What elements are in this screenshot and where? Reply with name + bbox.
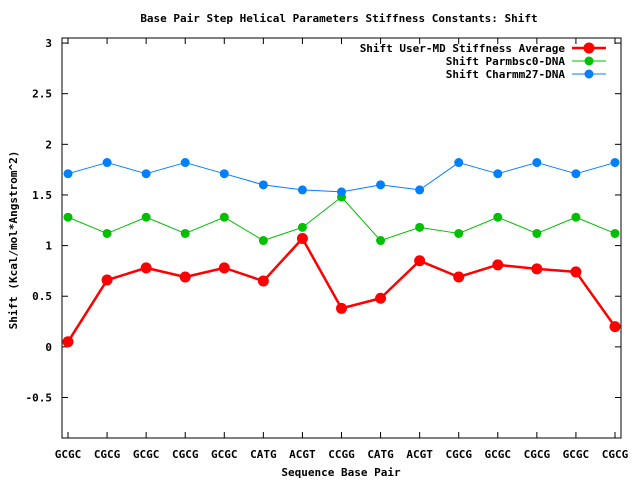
x-tick-label: GCGC <box>133 448 160 461</box>
data-point <box>257 275 269 287</box>
data-point <box>62 336 74 348</box>
x-tick-label: ACGT <box>289 448 316 461</box>
chart-title: Base Pair Step Helical Parameters Stiffn… <box>140 12 537 25</box>
data-point <box>336 302 347 314</box>
data-point <box>610 228 620 238</box>
x-tick-label: CCGG <box>328 448 355 461</box>
data-point <box>297 222 307 232</box>
data-point <box>453 271 465 283</box>
data-point <box>63 169 73 179</box>
data-point <box>141 212 151 222</box>
x-tick-label: CGCG <box>524 448 551 461</box>
data-point <box>532 228 542 238</box>
data-point <box>140 262 152 274</box>
data-point <box>571 212 581 222</box>
data-point <box>219 169 229 179</box>
x-tick-label: CATG <box>250 448 277 461</box>
series-1 <box>63 192 620 246</box>
data-point <box>102 228 112 238</box>
data-point <box>414 255 426 267</box>
series-line <box>66 237 617 343</box>
data-point <box>218 262 230 274</box>
legend-marker <box>583 42 595 54</box>
data-point <box>376 180 386 190</box>
data-point <box>454 228 464 238</box>
x-tick-label: GCGC <box>55 448 82 461</box>
data-point <box>337 187 346 197</box>
data-point <box>258 180 268 190</box>
data-point <box>571 169 581 179</box>
data-point <box>570 266 582 278</box>
data-point <box>219 212 229 222</box>
data-point <box>376 236 386 246</box>
x-tick-label: CGCG <box>172 448 199 461</box>
x-tick-label: GCGC <box>563 448 590 461</box>
data-point <box>258 236 268 246</box>
data-point <box>493 169 503 179</box>
y-tick-label: 0.5 <box>32 290 52 303</box>
data-point <box>454 158 464 168</box>
data-point <box>180 228 190 238</box>
y-axis-label: Shift (Kcal/mol*Angstrom^2) <box>7 151 20 330</box>
legend-label: Shift Charmm27-DNA <box>446 68 566 81</box>
data-point <box>493 212 503 222</box>
data-point <box>375 292 387 304</box>
data-point <box>531 263 543 275</box>
x-tick-label: ACGT <box>406 448 433 461</box>
y-tick-label: 2 <box>45 138 52 151</box>
series-layer <box>62 158 621 348</box>
legend-label: Shift User-MD Stiffness Average <box>360 42 566 55</box>
data-point <box>610 158 620 168</box>
x-tick-label: CGCG <box>94 448 121 461</box>
series-0 <box>62 233 621 348</box>
data-point <box>532 158 542 168</box>
data-point <box>101 274 113 286</box>
y-tick-label: 1 <box>45 240 52 253</box>
data-point <box>492 259 504 271</box>
series-2 <box>63 158 620 197</box>
y-tick-label: 0 <box>45 341 52 354</box>
x-tick-label: GCGC <box>211 448 238 461</box>
x-axis-label: Sequence Base Pair <box>281 466 401 479</box>
y-tick-label: 2.5 <box>32 88 52 101</box>
x-tick-label: CGCG <box>602 448 629 461</box>
data-point <box>296 233 308 245</box>
data-point <box>63 212 73 222</box>
y-tick-label: 1.5 <box>32 189 52 202</box>
data-point <box>415 185 425 195</box>
plot-frame <box>61 37 622 439</box>
data-point <box>102 158 112 168</box>
data-point <box>180 158 190 168</box>
axes-layer: 3 2.5 2 1.5 1 0.5 0 -0.5 GCGC CGCG GCGC CGCG GCGC CAT… <box>26 37 629 461</box>
data-point <box>609 321 621 333</box>
data-point <box>179 271 191 283</box>
x-tick-label: CGCG <box>445 448 472 461</box>
legend-marker <box>584 69 594 79</box>
x-tick-label: CATG <box>367 448 394 461</box>
y-tick-label: 3 <box>45 37 52 50</box>
data-point <box>297 185 307 195</box>
data-point <box>415 222 425 232</box>
y-tick-label: -0.5 <box>26 391 53 404</box>
x-tick-label: GCGC <box>485 448 512 461</box>
data-point <box>141 169 151 179</box>
legend-marker <box>584 56 594 66</box>
legend-label: Shift Parmbsc0-DNA <box>446 55 566 68</box>
